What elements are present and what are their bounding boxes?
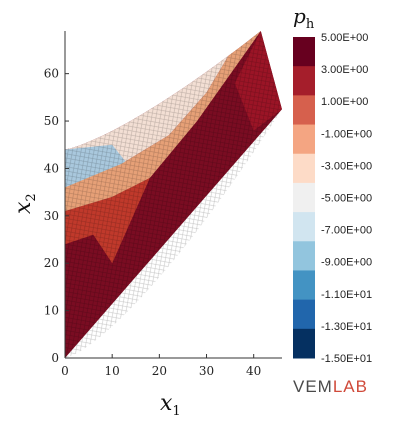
colorbar-tick-label: -5.00E+00 [321, 193, 372, 205]
x-axis-label: x1 [160, 391, 181, 419]
x-tick-label: 30 [199, 364, 214, 378]
colorbar-tick-label: -1.00E+00 [321, 128, 372, 140]
x-tick-label: 0 [61, 364, 69, 378]
colorbar-swatch [293, 124, 315, 155]
colorbar-swatch [293, 241, 315, 271]
colorbar-swatch [293, 182, 315, 213]
colorbar-swatch [293, 95, 315, 126]
x-tick-label: 20 [152, 364, 167, 378]
colorbar-swatch [293, 328, 315, 359]
colorbar-swatch [293, 299, 315, 330]
y-tick-label: 10 [44, 304, 59, 318]
colorbar-tick-label: 1.00E+00 [321, 96, 368, 108]
colorbar-tick-label: -1.30E+01 [321, 321, 372, 333]
colorbar-tick-label: 5.00E+00 [321, 32, 368, 44]
axes: 0 10 20 30 40 0 10 20 30 40 50 60 [44, 31, 282, 378]
x-tick-label: 10 [105, 364, 120, 378]
y-tick-label: 30 [44, 209, 59, 223]
colorbar-swatch [293, 270, 315, 301]
x-ticks: 0 10 20 30 40 [61, 354, 261, 378]
x-tick-label: 40 [246, 364, 261, 378]
colorbar-tick-label: -7.00E+00 [321, 225, 372, 237]
colorbar-tick-label: -1.50E+01 [321, 353, 372, 365]
y-tick-label: 20 [44, 256, 59, 270]
y-ticks: 0 10 20 30 40 50 60 [44, 67, 69, 365]
y-tick-label: 0 [51, 351, 59, 365]
colorbar: 5.00E+00 3.00E+00 1.00E+00 -1.00E+00 -3.00E+… [293, 32, 372, 365]
colorbar-title: ph [293, 4, 315, 32]
colorbar-tick-label: -9.00E+00 [321, 257, 372, 269]
vemlab-logo: VEMLAB [293, 377, 368, 396]
y-axis-label: x2 [11, 193, 39, 214]
colorbar-swatch [293, 212, 315, 242]
colorbar-tick-label: -1.10E+01 [321, 289, 372, 301]
colorbar-tick-label: 3.00E+00 [321, 64, 368, 76]
colorbar-tick-label: -3.00E+00 [321, 160, 372, 172]
y-tick-label: 40 [44, 161, 59, 175]
colorbar-swatch [293, 37, 315, 67]
y-tick-label: 50 [44, 114, 59, 128]
y-tick-label: 60 [44, 67, 59, 81]
colorbar-swatch [293, 153, 315, 184]
colorbar-swatch [293, 66, 315, 96]
